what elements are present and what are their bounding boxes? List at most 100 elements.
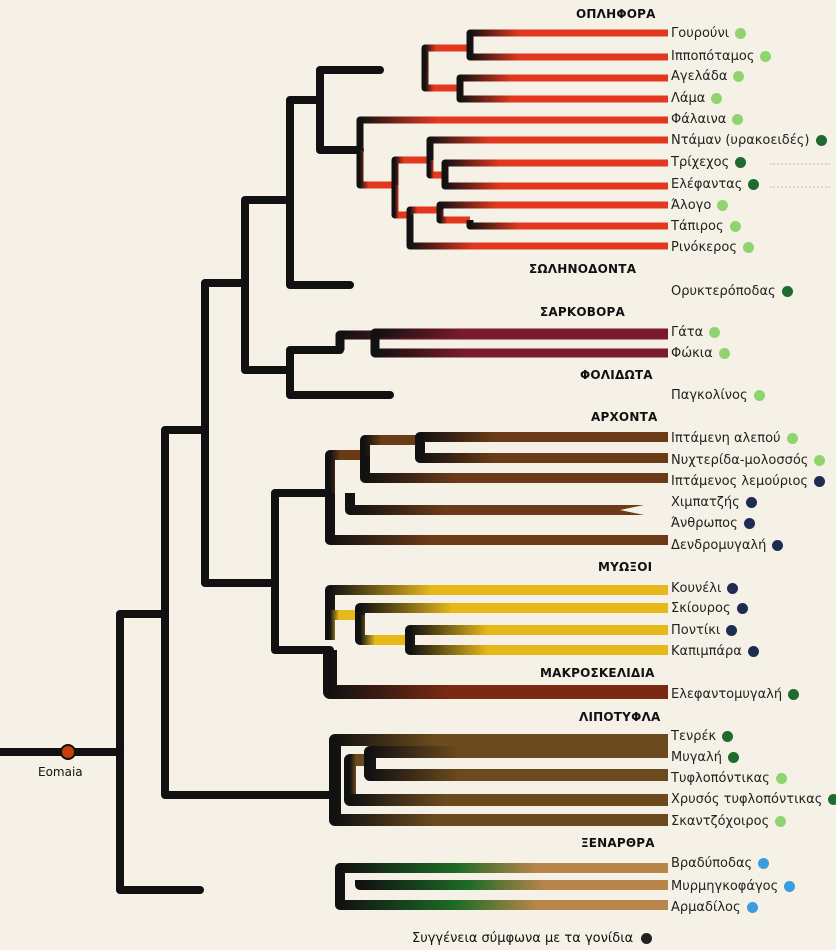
- leaf-label: Γουρούνι: [671, 23, 747, 43]
- gene-relation-dot: [743, 517, 755, 529]
- gene-relation-dot: [733, 70, 745, 82]
- leaf-label: Σκίουρος: [671, 598, 748, 618]
- gene-relation-dot: [775, 815, 787, 827]
- leaf-label: Λάμα: [671, 88, 723, 108]
- leaf-label: Χρυσός τυφλοπόντικας: [671, 789, 836, 809]
- gene-relation-dot: [815, 134, 827, 146]
- gene-relation-dot: [745, 496, 757, 508]
- clade-ungulates: [320, 29, 668, 250]
- leaf-name: Νυχτερίδα-μολοσσός: [671, 452, 809, 468]
- leaf-label: Γάτα: [671, 322, 721, 342]
- leaf-name: Ντάμαν (υρακοειδές): [671, 132, 810, 148]
- leaf-label: Τρίχεχος: [671, 152, 747, 172]
- gene-relation-dot: [781, 285, 793, 297]
- gene-relation-dot: [722, 730, 734, 742]
- gene-relation-dot: [753, 389, 765, 401]
- leaf-label: Άνθρωπος: [671, 513, 755, 533]
- leaf-name: Δενδρομυγαλή: [671, 537, 767, 553]
- group-label: ΣΩΛΗΝΟΔΟΝΤΑ: [529, 262, 637, 276]
- gene-relation-dot: [748, 178, 760, 190]
- leaf-label: Καπιμπάρα: [671, 641, 759, 661]
- gene-relation-dot: [747, 645, 759, 657]
- group-label: ΟΠΛΗΦΟΡΑ: [576, 7, 656, 21]
- gene-relation-dot: [729, 220, 741, 232]
- gene-relation-dot: [726, 624, 738, 636]
- leaf-label: Νυχτερίδα-μολοσσός: [671, 450, 826, 470]
- leaf-name: Άλογο: [671, 197, 712, 213]
- leaf-name: Τυφλοπόντικας: [671, 770, 770, 786]
- leaf-name: Τρίχεχος: [671, 154, 730, 170]
- gene-relation-dot: [814, 475, 826, 487]
- legend-text: Συγγένεια σύμφωνα με τα γονίδια: [412, 931, 634, 946]
- group-label: ΜΑΚΡΟΣΚΕΛΙΔΙΑ: [540, 666, 655, 680]
- clade-insectivora: [329, 734, 668, 826]
- gene-relation-dot: [711, 92, 723, 104]
- gene-relation-dot: [828, 793, 836, 805]
- leaf-name: Αγελάδα: [671, 68, 728, 84]
- gene-relation-dot: [758, 857, 770, 869]
- legend-dot: [641, 933, 653, 944]
- leaf-name: Ιπτάμενη αλεπού: [671, 430, 781, 446]
- clade-glires: [325, 585, 668, 655]
- leaf-label: Ντάμαν (υρακοειδές): [671, 130, 827, 150]
- group-label: ΞΕΝΑΡΘΡΑ: [581, 836, 655, 850]
- leaf-name: Χρυσός τυφλοπόντικας: [671, 791, 823, 807]
- leaf-label: Μυγαλή: [671, 747, 739, 767]
- clade-archonta: [325, 432, 668, 545]
- leaf-label: Φάλαινα: [671, 109, 744, 129]
- leaf-name: Χιμπατζής: [671, 494, 740, 510]
- leaf-name: Λάμα: [671, 90, 706, 106]
- gene-relation-dot: [772, 539, 784, 551]
- leaf-label: Άλογο: [671, 195, 729, 215]
- leaf-name: Γουρούνι: [671, 25, 730, 41]
- gene-relation-dot: [735, 27, 747, 39]
- leaf-name: Κουνέλι: [671, 580, 722, 596]
- leaf-name: Τάπιρος: [671, 218, 724, 234]
- leaf-label: Δενδρομυγαλή: [671, 535, 784, 555]
- leaf-label: Φώκια: [671, 343, 730, 363]
- root-label: Eomaia: [38, 765, 83, 779]
- leaf-label: Αρμαδίλος: [671, 897, 758, 917]
- gene-relation-dot: [814, 454, 826, 466]
- gene-relation-dot: [717, 199, 729, 211]
- leaf-label: Ορυκτερόποδας: [671, 281, 793, 301]
- leaf-label: Παγκολίνος: [671, 385, 765, 405]
- leaf-label: Ιπτάμενος λεμούριος: [671, 471, 826, 491]
- leaf-name: Ιπτάμενος λεμούριος: [671, 473, 809, 489]
- group-label: ΜΥΩΞΟΙ: [598, 560, 653, 574]
- clade-carnivora: [335, 328, 668, 358]
- leaf-name: Μυρμηγκοφάγος: [671, 878, 779, 894]
- leaf-label: Ελεφαντομυγαλή: [671, 684, 800, 704]
- leaf-label: Βραδύποδας: [671, 853, 770, 873]
- leaf-name: Γάτα: [671, 324, 704, 340]
- leaf-name: Ελεφαντομυγαλή: [671, 686, 783, 702]
- leaf-label: Ποντίκι: [671, 620, 738, 640]
- archonta-split: [620, 500, 668, 520]
- leaf-label: Κουνέλι: [671, 578, 739, 598]
- gene-relation-dot: [727, 582, 739, 594]
- leaf-name: Τενρέκ: [671, 728, 717, 744]
- leaf-name: Παγκολίνος: [671, 387, 748, 403]
- leaf-name: Σκαντζόχοιρος: [671, 813, 770, 829]
- gene-relation-dot: [746, 901, 758, 913]
- leaf-name: Άνθρωπος: [671, 515, 738, 531]
- leaf-name: Αρμαδίλος: [671, 899, 741, 915]
- leaf-label: Σκαντζόχοιρος: [671, 811, 787, 831]
- gene-relation-dot: [727, 751, 739, 763]
- dotted-trail: [770, 163, 830, 165]
- root-node: [60, 744, 76, 760]
- gene-relation-dot: [742, 241, 754, 253]
- leaf-label: Αγελάδα: [671, 66, 745, 86]
- leaf-name: Σκίουρος: [671, 600, 731, 616]
- gene-relation-dot: [788, 688, 800, 700]
- gene-relation-dot: [718, 347, 730, 359]
- legend: Συγγένεια σύμφωνα με τα γονίδια: [412, 931, 653, 946]
- leaf-label: Τάπιρος: [671, 216, 741, 236]
- root-stem: [0, 66, 394, 894]
- group-label: ΛΙΠΟΤΥΦΛΑ: [579, 710, 661, 724]
- leaf-name: Φώκια: [671, 345, 713, 361]
- gene-relation-dot: [775, 772, 787, 784]
- clade-macroscelidea: [323, 650, 668, 699]
- leaf-label: Χιμπατζής: [671, 492, 757, 512]
- gene-relation-dot: [709, 326, 721, 338]
